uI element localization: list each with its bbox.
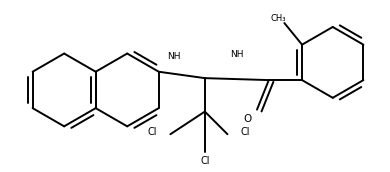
- Text: Cl: Cl: [200, 156, 209, 166]
- Text: Cl: Cl: [148, 127, 158, 137]
- Text: O: O: [243, 114, 251, 125]
- Text: Cl: Cl: [240, 127, 250, 137]
- Text: NH: NH: [168, 52, 181, 61]
- Text: NH: NH: [230, 50, 244, 59]
- Text: CH₃: CH₃: [271, 14, 286, 23]
